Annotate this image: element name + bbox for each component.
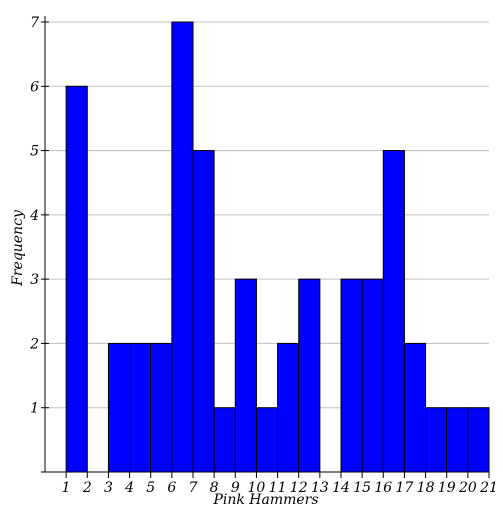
bar-11-12 <box>277 342 300 473</box>
y-tick-label-5: 5 <box>30 144 39 160</box>
bar-7-8 <box>192 150 215 473</box>
x-tick-label-4: 4 <box>124 480 134 496</box>
x-tick-label-7: 7 <box>189 480 198 496</box>
x-tick-label-18: 18 <box>417 480 435 496</box>
x-tick-label-19: 19 <box>438 480 456 496</box>
x-tick-label-10: 10 <box>248 480 266 496</box>
bar-8-9 <box>213 407 236 473</box>
bar-6-7 <box>171 21 194 473</box>
bar-19-20 <box>446 407 469 473</box>
x-tick-label-11: 11 <box>269 480 287 496</box>
x-tick-label-5: 5 <box>146 480 155 496</box>
x-tick-label-9: 9 <box>231 480 240 496</box>
y-tick-label-1: 1 <box>30 401 39 417</box>
x-axis-title: Pink Hammers <box>212 492 318 508</box>
x-tick-label-12: 12 <box>290 480 308 496</box>
x-tick-label-3: 3 <box>104 480 113 496</box>
bar-1-2 <box>65 85 88 473</box>
bar-12-13 <box>298 278 321 473</box>
bar-15-16 <box>361 278 384 473</box>
bar-14-15 <box>340 278 363 473</box>
x-tick-label-1: 1 <box>62 480 71 496</box>
x-tick-label-15: 15 <box>353 480 371 496</box>
bar-3-4 <box>107 342 131 473</box>
bar-4-5 <box>129 342 152 473</box>
y-tick-label-6: 6 <box>30 79 39 95</box>
bar-16-17 <box>382 150 405 473</box>
axes <box>41 16 489 473</box>
x-tick-label-21: 21 <box>479 480 498 496</box>
bar-17-18 <box>403 342 427 473</box>
y-tick-label-3: 3 <box>30 272 39 288</box>
y-tick-label-2: 2 <box>29 336 39 352</box>
bar-18-19 <box>425 407 448 473</box>
bar-5-6 <box>150 342 173 473</box>
bar-20-21 <box>467 407 490 473</box>
y-tick-label-4: 4 <box>29 208 39 224</box>
y-tick-label-7: 7 <box>30 15 39 31</box>
bar-9-10 <box>234 278 257 473</box>
x-tick-label-6: 6 <box>167 480 176 496</box>
x-tick-label-8: 8 <box>210 480 219 496</box>
x-tick-label-14: 14 <box>332 480 350 496</box>
x-tick-label-16: 16 <box>374 480 392 496</box>
x-tick-label-20: 20 <box>458 480 477 496</box>
x-tick-label-2: 2 <box>82 480 92 496</box>
y-axis-title: Frequency <box>10 209 26 287</box>
bar-10-11 <box>255 407 279 473</box>
x-tick-label-17: 17 <box>396 480 414 496</box>
x-tick-label-13: 13 <box>311 480 329 496</box>
bars <box>65 21 490 473</box>
